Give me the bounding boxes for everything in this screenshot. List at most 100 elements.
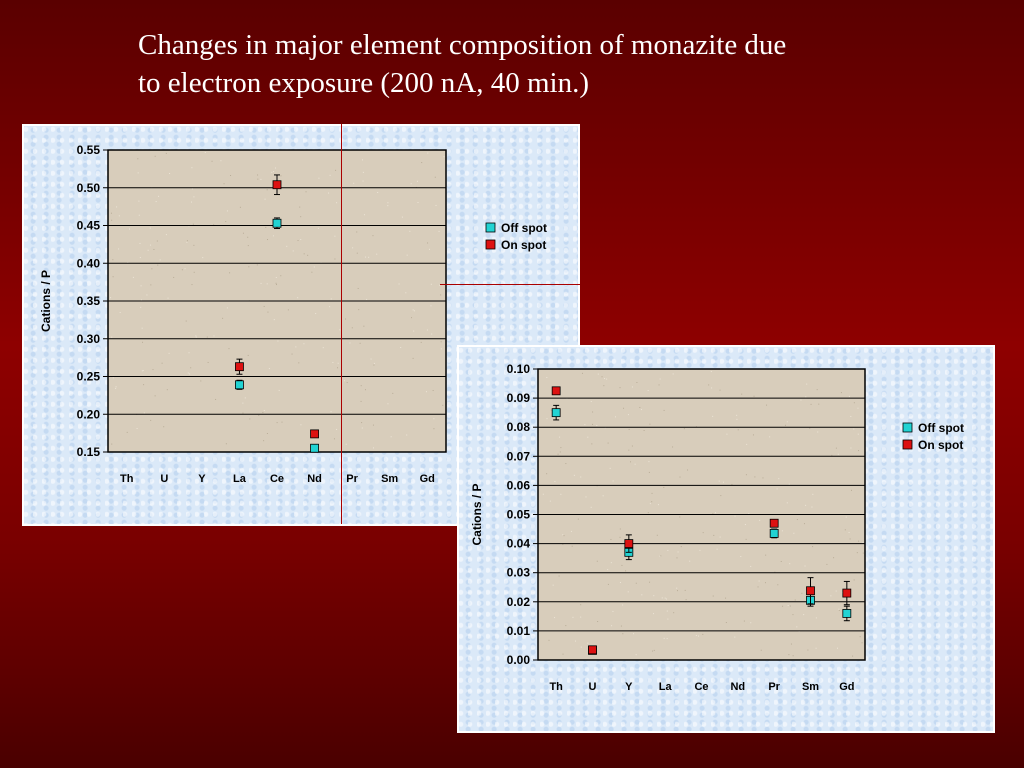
texture-speck [636,381,638,383]
texture-speck [833,557,835,559]
texture-speck [387,205,389,207]
texture-speck [363,214,365,216]
texture-speck [786,502,788,504]
data-point [551,404,561,421]
texture-speck [141,370,143,372]
texture-speck [275,276,277,278]
texture-speck [387,202,389,204]
texture-speck [631,386,633,388]
texture-speck [649,581,651,583]
texture-speck [653,613,655,615]
texture-speck [630,461,632,463]
texture-speck [679,516,681,518]
texture-speck [390,436,392,438]
texture-speck [228,348,230,350]
texture-speck [220,160,222,162]
texture-speck [565,625,567,627]
texture-speck [651,492,653,494]
texture-speck [648,471,650,473]
texture-speck [439,284,441,286]
chart-minor-elements: 0.00 0.01 0.02 0.03 0.04 0.05 0.06 0.07 0.08 0.09… [470,362,964,693]
texture-speck [206,336,208,338]
texture-speck [679,476,681,478]
texture-speck [554,617,556,619]
texture-speck [372,235,374,237]
texture-speck [606,378,608,380]
texture-speck [248,266,250,268]
off-spot-marker [310,443,319,453]
texture-speck [328,192,330,194]
texture-speck [421,162,423,164]
texture-speck [572,616,574,618]
legend-swatch [485,222,496,233]
texture-speck [330,298,332,300]
texture-speck [215,398,217,400]
y-tick-label: 0.30 [77,332,101,346]
texture-speck [334,235,336,237]
texture-speck [676,557,678,559]
texture-speck [612,480,614,482]
slide-title: Changes in major element composition of … [138,26,938,102]
texture-speck [831,454,833,456]
texture-speck [620,625,622,627]
texture-speck [154,395,156,397]
texture-speck [807,649,809,651]
texture-speck [758,580,760,582]
texture-speck [433,418,435,420]
texture-speck [330,411,332,413]
texture-speck [818,403,820,405]
texture-speck [800,399,802,401]
texture-speck [244,397,246,399]
texture-speck [242,412,244,414]
legend-swatch [902,439,913,450]
y-tick-label: 0.10 [507,362,531,376]
texture-speck [736,414,738,416]
texture-speck [249,418,251,420]
texture-speck [577,518,579,520]
texture-speck [315,313,317,315]
y-tick-label: 0.02 [507,595,531,609]
texture-speck [406,434,408,436]
texture-speck [591,443,593,445]
x-tick-label: Pr [768,681,780,693]
texture-speck [570,530,572,532]
texture-speck [226,210,228,212]
texture-speck [858,540,860,542]
texture-speck [186,241,188,243]
texture-speck [592,411,594,413]
texture-speck [247,236,249,238]
texture-speck [653,649,655,651]
divider-vertical [341,124,342,524]
texture-speck [720,495,722,497]
texture-speck [667,549,669,551]
texture-speck [680,546,682,548]
texture-speck [743,620,745,622]
texture-speck [140,299,142,301]
texture-speck [157,264,159,266]
texture-speck [615,416,617,418]
texture-speck [792,614,794,616]
texture-speck [387,403,389,405]
x-tick-label: U [160,473,168,485]
texture-speck [711,387,713,389]
texture-speck [297,297,299,299]
texture-speck [365,256,367,258]
texture-speck [695,635,697,637]
texture-speck [853,402,855,404]
legend-label: On spot [918,438,963,452]
texture-speck [748,513,750,515]
texture-speck [750,622,752,624]
texture-speck [862,541,864,543]
data-point [588,645,597,655]
texture-speck [640,409,642,411]
texture-speck [334,258,336,260]
texture-speck [433,428,435,430]
texture-speck [737,429,739,431]
on-spot-marker [806,586,815,596]
texture-speck [440,348,442,350]
texture-speck [663,409,665,411]
texture-speck [623,407,625,409]
texture-speck [804,565,806,567]
y-tick-label: 0.40 [77,256,101,270]
texture-speck [803,523,805,525]
